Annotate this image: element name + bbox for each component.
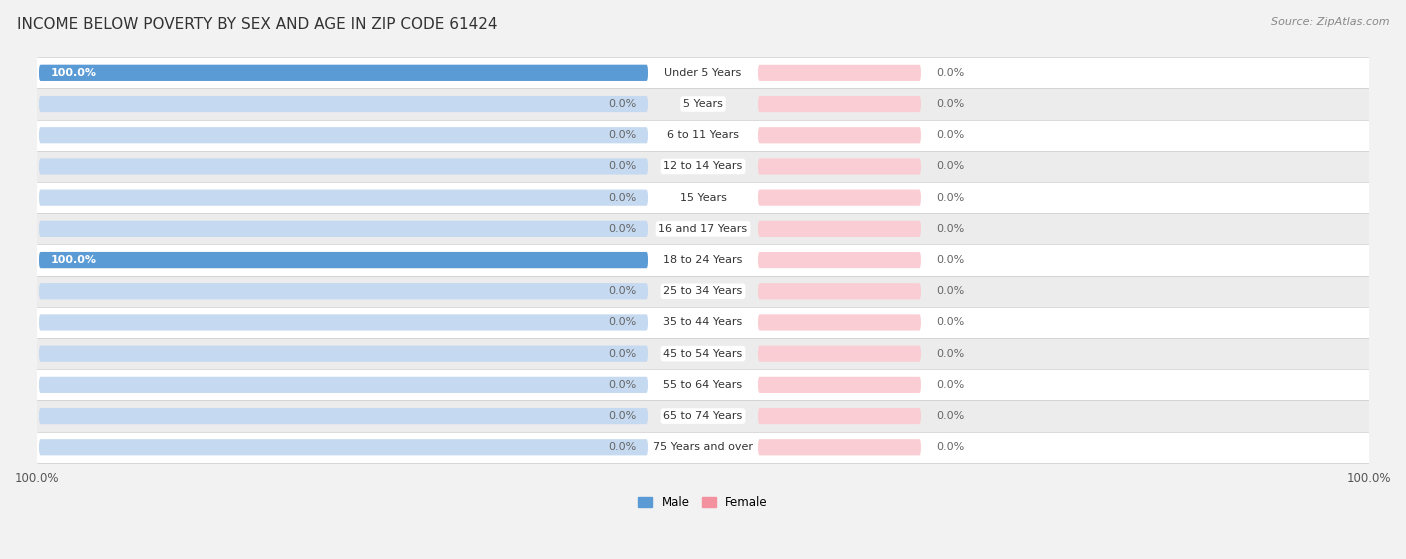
Text: 0.0%: 0.0% <box>936 255 965 265</box>
Text: 0.0%: 0.0% <box>936 130 965 140</box>
Text: 0.0%: 0.0% <box>609 99 637 109</box>
FancyBboxPatch shape <box>39 314 648 330</box>
Text: 6 to 11 Years: 6 to 11 Years <box>666 130 740 140</box>
FancyBboxPatch shape <box>39 252 648 268</box>
Text: 45 to 54 Years: 45 to 54 Years <box>664 349 742 359</box>
Text: 0.0%: 0.0% <box>609 130 637 140</box>
Bar <box>37 88 1369 120</box>
Text: 18 to 24 Years: 18 to 24 Years <box>664 255 742 265</box>
FancyBboxPatch shape <box>39 221 648 237</box>
FancyBboxPatch shape <box>758 439 921 456</box>
Bar <box>37 432 1369 463</box>
FancyBboxPatch shape <box>758 283 921 300</box>
Text: 0.0%: 0.0% <box>609 442 637 452</box>
FancyBboxPatch shape <box>39 345 648 362</box>
FancyBboxPatch shape <box>39 283 648 300</box>
FancyBboxPatch shape <box>39 127 648 143</box>
Text: 35 to 44 Years: 35 to 44 Years <box>664 318 742 328</box>
Bar <box>37 307 1369 338</box>
FancyBboxPatch shape <box>39 158 648 174</box>
FancyBboxPatch shape <box>758 127 921 143</box>
Text: Source: ZipAtlas.com: Source: ZipAtlas.com <box>1271 17 1389 27</box>
Text: 5 Years: 5 Years <box>683 99 723 109</box>
FancyBboxPatch shape <box>39 65 648 81</box>
Text: INCOME BELOW POVERTY BY SEX AND AGE IN ZIP CODE 61424: INCOME BELOW POVERTY BY SEX AND AGE IN Z… <box>17 17 498 32</box>
FancyBboxPatch shape <box>758 314 921 330</box>
Text: 0.0%: 0.0% <box>609 286 637 296</box>
Text: 0.0%: 0.0% <box>609 349 637 359</box>
Bar <box>37 276 1369 307</box>
FancyBboxPatch shape <box>39 439 648 456</box>
Text: 0.0%: 0.0% <box>609 380 637 390</box>
Text: 0.0%: 0.0% <box>936 442 965 452</box>
Text: 0.0%: 0.0% <box>936 380 965 390</box>
Text: 0.0%: 0.0% <box>609 411 637 421</box>
FancyBboxPatch shape <box>39 408 648 424</box>
Text: 100.0%: 100.0% <box>51 255 97 265</box>
Text: 0.0%: 0.0% <box>936 224 965 234</box>
Text: 0.0%: 0.0% <box>936 99 965 109</box>
Bar <box>37 369 1369 400</box>
FancyBboxPatch shape <box>39 252 648 268</box>
FancyBboxPatch shape <box>758 408 921 424</box>
Text: 0.0%: 0.0% <box>936 349 965 359</box>
Bar <box>37 338 1369 369</box>
Text: 0.0%: 0.0% <box>936 318 965 328</box>
FancyBboxPatch shape <box>758 221 921 237</box>
FancyBboxPatch shape <box>39 377 648 393</box>
FancyBboxPatch shape <box>39 65 648 81</box>
FancyBboxPatch shape <box>758 252 921 268</box>
Bar <box>37 57 1369 88</box>
Text: 0.0%: 0.0% <box>936 411 965 421</box>
FancyBboxPatch shape <box>758 158 921 174</box>
FancyBboxPatch shape <box>758 190 921 206</box>
Bar <box>37 182 1369 214</box>
FancyBboxPatch shape <box>758 65 921 81</box>
Text: 0.0%: 0.0% <box>609 224 637 234</box>
Text: 0.0%: 0.0% <box>609 162 637 172</box>
FancyBboxPatch shape <box>758 345 921 362</box>
Text: 25 to 34 Years: 25 to 34 Years <box>664 286 742 296</box>
FancyBboxPatch shape <box>758 377 921 393</box>
Text: 0.0%: 0.0% <box>936 162 965 172</box>
Bar <box>37 400 1369 432</box>
FancyBboxPatch shape <box>39 190 648 206</box>
Text: 65 to 74 Years: 65 to 74 Years <box>664 411 742 421</box>
Legend: Male, Female: Male, Female <box>634 491 772 514</box>
Text: 0.0%: 0.0% <box>936 286 965 296</box>
FancyBboxPatch shape <box>758 96 921 112</box>
Text: 15 Years: 15 Years <box>679 193 727 203</box>
Bar <box>37 120 1369 151</box>
Text: 0.0%: 0.0% <box>609 318 637 328</box>
Bar <box>37 244 1369 276</box>
Text: 55 to 64 Years: 55 to 64 Years <box>664 380 742 390</box>
Bar <box>37 151 1369 182</box>
Text: Under 5 Years: Under 5 Years <box>665 68 741 78</box>
Text: 12 to 14 Years: 12 to 14 Years <box>664 162 742 172</box>
Text: 0.0%: 0.0% <box>936 68 965 78</box>
Text: 0.0%: 0.0% <box>936 193 965 203</box>
Text: 100.0%: 100.0% <box>51 68 97 78</box>
Text: 0.0%: 0.0% <box>609 193 637 203</box>
Bar <box>37 214 1369 244</box>
FancyBboxPatch shape <box>39 96 648 112</box>
Text: 16 and 17 Years: 16 and 17 Years <box>658 224 748 234</box>
Text: 75 Years and over: 75 Years and over <box>652 442 754 452</box>
